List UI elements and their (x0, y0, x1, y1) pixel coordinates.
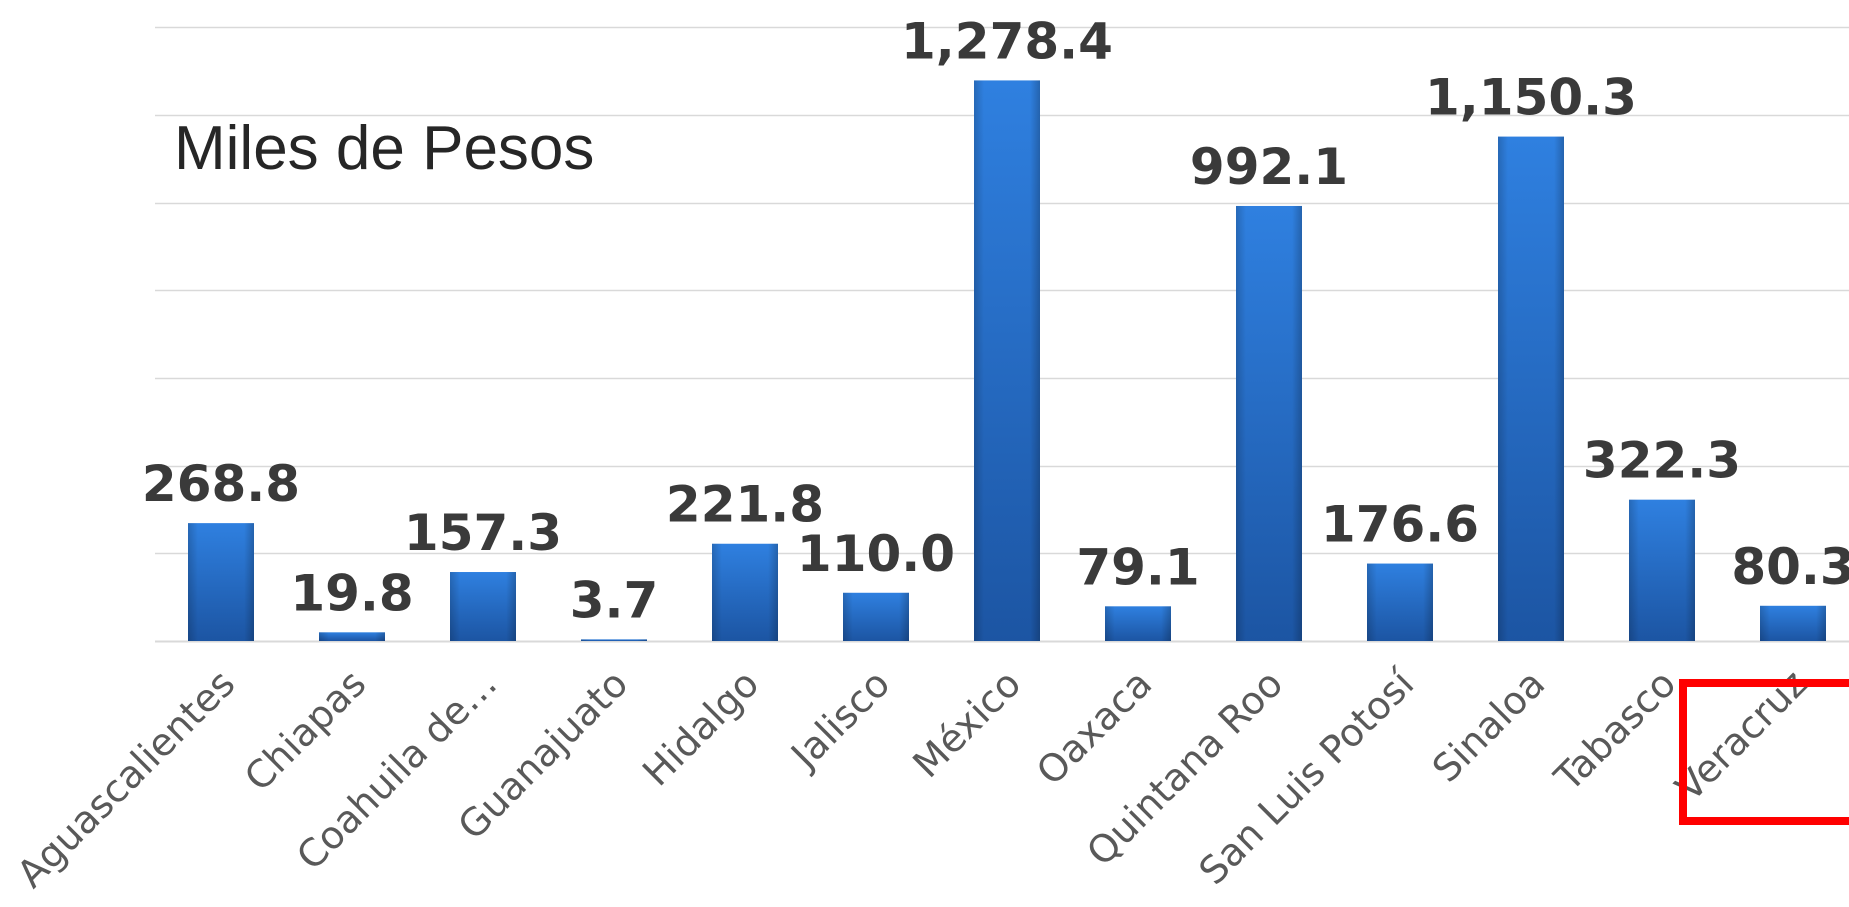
bar-shade (319, 632, 385, 641)
bar-shade (1105, 606, 1171, 641)
value-label: 176.6 (1321, 496, 1479, 554)
unit-label: Miles de Pesos (174, 114, 595, 183)
bar (319, 632, 385, 641)
highlight-annotation (1679, 679, 1849, 825)
bar (1498, 136, 1564, 641)
bar (581, 639, 647, 641)
value-label: 80.3 (1731, 538, 1849, 596)
bar-shade (581, 639, 647, 641)
bar (974, 80, 1040, 641)
bar (843, 592, 909, 641)
highlight-box (1679, 679, 1849, 825)
bar-shade (1367, 563, 1433, 641)
bar-shade (1629, 499, 1695, 641)
value-label: 1,278.4 (901, 12, 1113, 70)
bar-shade (1236, 205, 1302, 641)
bar (450, 572, 516, 641)
value-label: 221.8 (666, 476, 824, 534)
bar-shade (712, 543, 778, 641)
bar-shade (1498, 136, 1564, 641)
bar (712, 543, 778, 641)
value-label: 19.8 (290, 564, 413, 622)
bar-shade (450, 572, 516, 641)
bar-shade (843, 592, 909, 641)
bar (1367, 563, 1433, 641)
value-label: 1,150.3 (1425, 69, 1637, 127)
bar-shade (188, 523, 254, 641)
value-label: 79.1 (1076, 538, 1199, 596)
category-label: Jalisco (781, 661, 898, 778)
category-label: Hidalgo (634, 661, 767, 794)
value-label: 157.3 (404, 504, 562, 562)
bars (188, 80, 1826, 641)
value-label: 992.1 (1190, 138, 1348, 196)
category-label: Tabasco (1545, 661, 1684, 800)
category-label: Aguascalientes (9, 661, 244, 896)
bar (1105, 606, 1171, 641)
bar (1760, 605, 1826, 641)
category-label: Sinaloa (1424, 661, 1554, 791)
bar-shade (1760, 605, 1826, 641)
value-label: 322.3 (1583, 432, 1741, 490)
category-label: Oaxaca (1028, 661, 1160, 793)
value-label: 110.0 (797, 525, 955, 583)
bar-shade (974, 80, 1040, 641)
value-label: 3.7 (570, 571, 659, 629)
bar (1236, 205, 1302, 641)
bar (188, 523, 254, 641)
category-label: México (904, 661, 1029, 786)
category-label: Chiapas (236, 661, 374, 799)
value-label: 268.8 (142, 455, 300, 513)
bar (1629, 499, 1695, 641)
